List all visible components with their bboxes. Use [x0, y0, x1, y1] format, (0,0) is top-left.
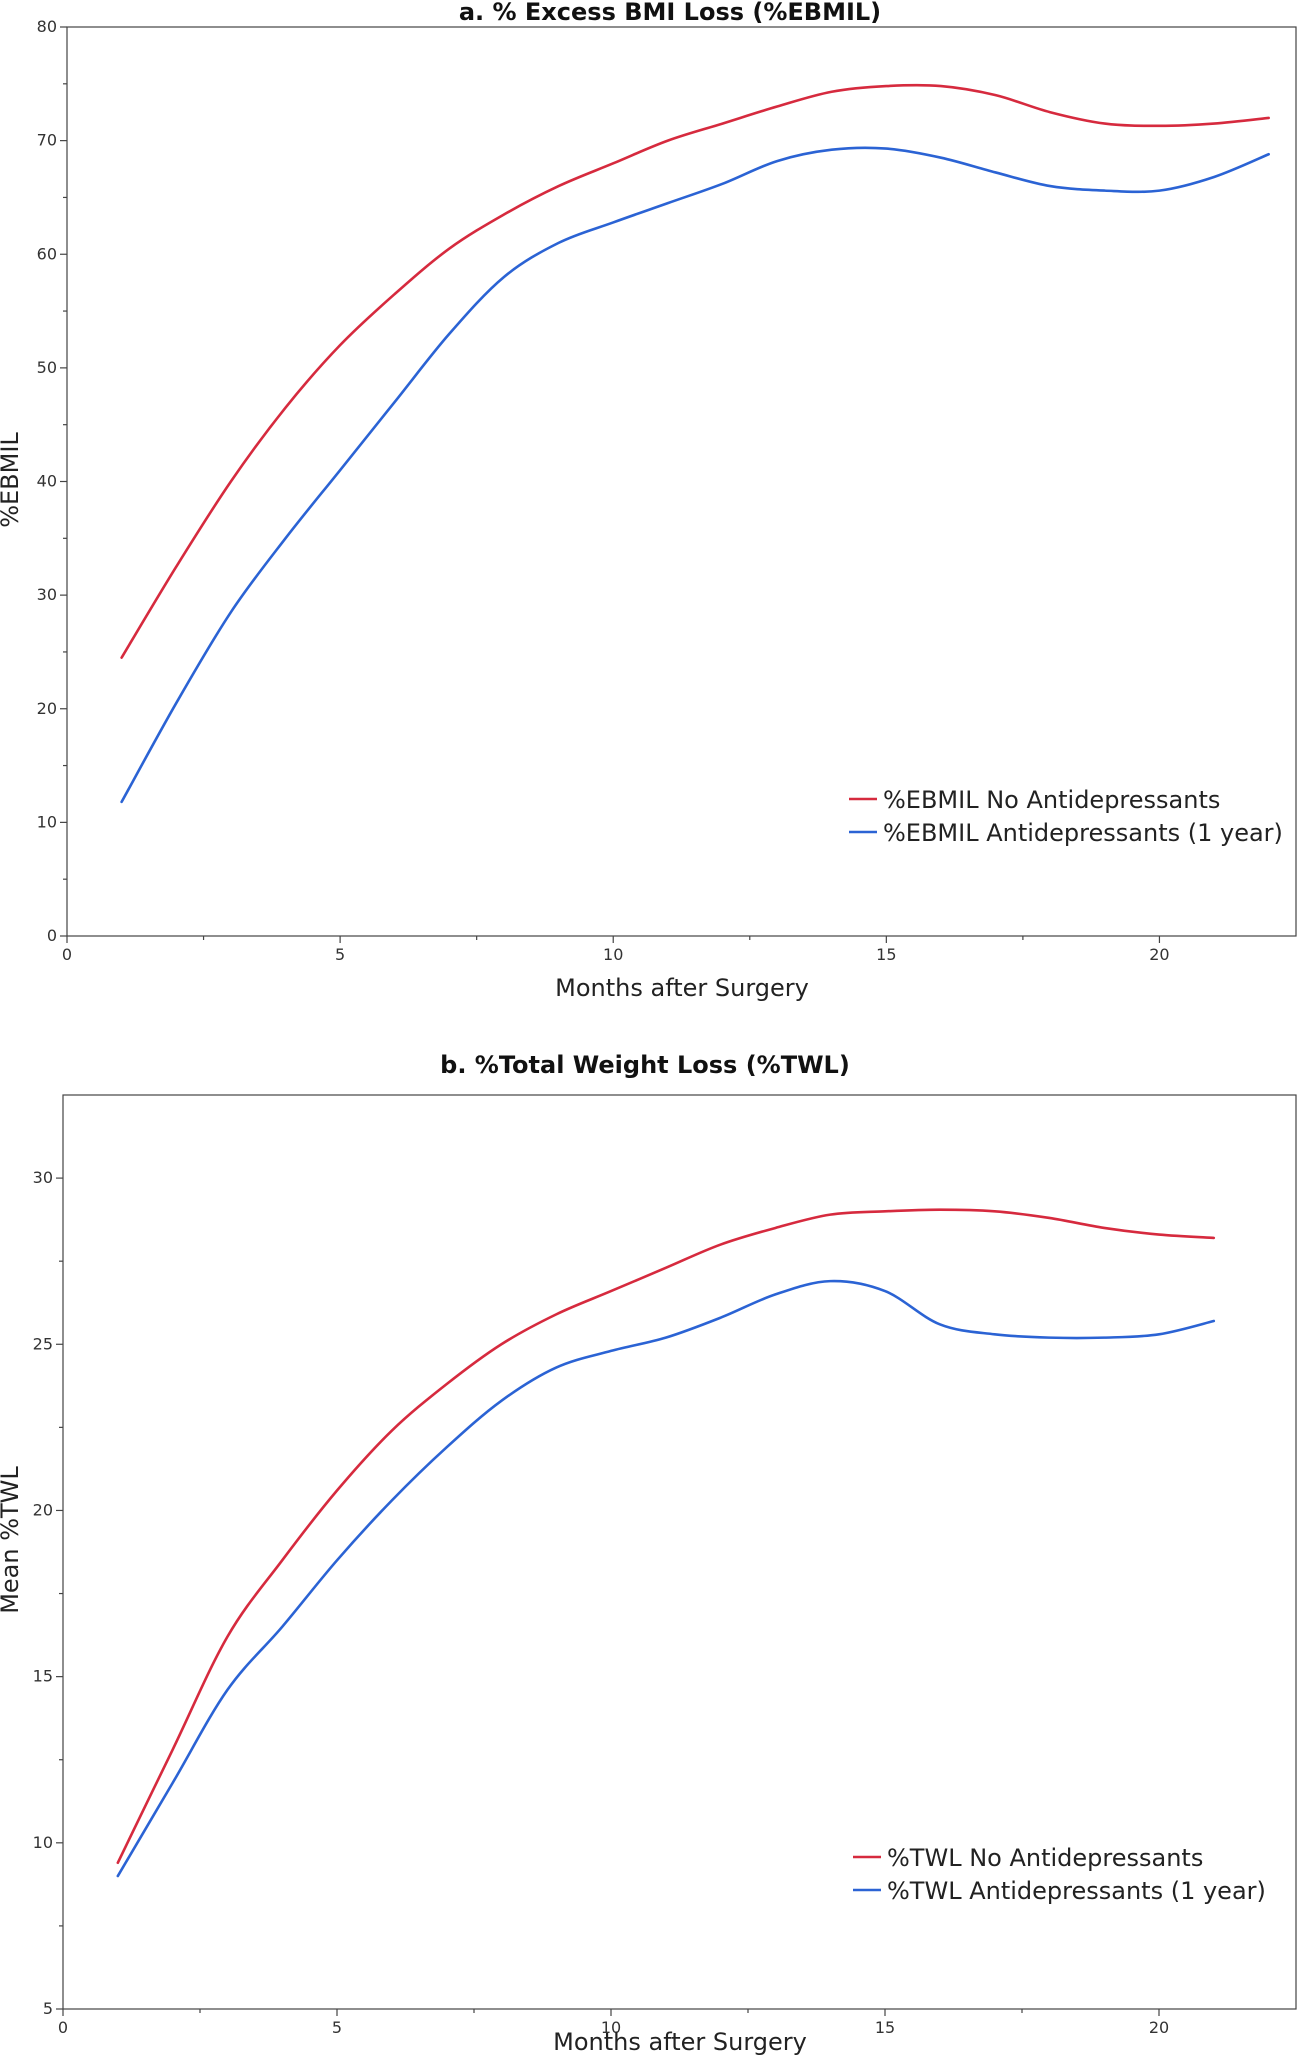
- chart-a-x-tick-label: 0: [62, 945, 72, 964]
- chart-a-series-line-no-antidepressants: [120, 83, 1270, 659]
- chart-b-title: b. %Total Weight Loss (%TWL): [440, 1051, 850, 1079]
- chart-a-legend: %EBMIL No Antidepressants %EBMIL Antidep…: [849, 786, 1283, 847]
- chart-b-y-tick-label: 15: [33, 1667, 53, 1686]
- chart-b-x-tick-label: 10: [601, 2018, 621, 2037]
- chart-a-title: a. % Excess BMI Loss (%EBMIL): [459, 0, 881, 26]
- chart-b-x-tick-label: 15: [875, 2018, 895, 2037]
- chart-a-y-axis-label: %EBMIL: [0, 432, 24, 528]
- chart-b-legend-label-no-antidepressants: %TWL No Antidepressants: [887, 1844, 1203, 1872]
- chart-b: b. %Total Weight Loss (%TWL) 0 5 10 15 20510…: [0, 1051, 1297, 2056]
- chart-b-y-tick-label: 20: [33, 1500, 53, 1519]
- chart-a-y-tick-label: 10: [37, 812, 57, 831]
- chart-a-y-tick-label: 30: [37, 585, 57, 604]
- chart-a-x-tick-label: 15: [876, 945, 896, 964]
- chart-a-legend-label-no-antidepressants: %EBMIL No Antidepressants: [883, 786, 1220, 814]
- chart-b-legend-label-antidepressants: %TWL Antidepressants (1 year): [887, 1877, 1266, 1905]
- chart-a-y-tick-label: 50: [37, 358, 57, 377]
- chart-b-y-tick-label: 30: [33, 1168, 53, 1187]
- chart-a-x-tick-label: 20: [1149, 945, 1169, 964]
- chart-a-x-tick-label: 10: [603, 945, 623, 964]
- chart-a-y-tick-label: 60: [37, 244, 57, 263]
- chart-b-y-axis-label: Mean %TWL: [0, 1466, 24, 1614]
- chart-a-series-line-antidepressants: [120, 146, 1270, 804]
- chart-a-y-tick-label: 40: [37, 472, 57, 491]
- chart-b-y-tick-label: 5: [43, 1999, 53, 2018]
- chart-a-x-axis-label: Months after Surgery: [555, 974, 809, 1002]
- chart-a-series: [120, 83, 1270, 804]
- chart-a-y-tick-label: 20: [37, 699, 57, 718]
- chart-b-x-tick-label: 20: [1149, 2018, 1169, 2037]
- chart-b-series-line-no-antidepressants: [116, 1208, 1216, 1865]
- chart-b-x-tick-label: 5: [332, 2018, 342, 2037]
- chart-a-legend-label-antidepressants: %EBMIL Antidepressants (1 year): [883, 819, 1283, 847]
- chart-b-plot-frame: [62, 1094, 1297, 2010]
- chart-a-y-tick-label: 70: [37, 131, 57, 150]
- chart-a-y-tick-label: 0: [47, 926, 57, 945]
- chart-b-x-axis-label: Months after Surgery: [553, 2028, 807, 2056]
- chart-b-series-line-antidepressants: [116, 1279, 1216, 1878]
- chart-a-y-tick-label: 80: [37, 17, 57, 36]
- chart-b-series: [116, 1208, 1216, 1878]
- chart-b-y-tick-label: 25: [33, 1334, 53, 1353]
- chart-b-x-tick-label: 0: [58, 2018, 68, 2037]
- chart-b-y-tick-label: 10: [33, 1833, 53, 1852]
- chart-b-legend: %TWL No Antidepressants %TWL Antidepress…: [853, 1844, 1266, 1905]
- chart-a-axes: 0 5 10 15 20 0 10 20 30 40 50 60 70 80: [37, 17, 1170, 964]
- chart-a: a. % Excess BMI Loss (%EBMIL) 0 5 10 15 20 0 1…: [0, 0, 1297, 1002]
- chart-a-x-tick-label: 5: [335, 945, 345, 964]
